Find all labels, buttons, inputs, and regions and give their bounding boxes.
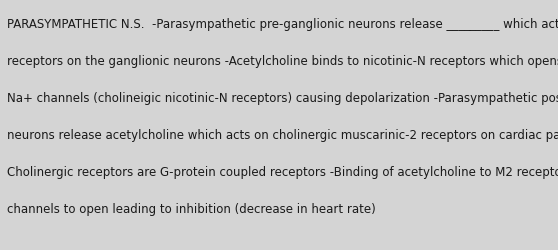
Text: PARASYMPATHETIC N.S.  -Parasympathetic pre-ganglionic neurons release _________ : PARASYMPATHETIC N.S. -Parasympathetic pr… bbox=[7, 18, 558, 30]
Text: receptors on the ganglionic neurons -Acetylcholine binds to nicotinic-N receptor: receptors on the ganglionic neurons -Ace… bbox=[7, 54, 558, 68]
Text: Na+ channels (cholineigic nicotinic-N receptors) causing depolarization -Parasym: Na+ channels (cholineigic nicotinic-N re… bbox=[7, 92, 558, 104]
Text: Cholinergic receptors are G-protein coupled receptors -Binding of acetylcholine : Cholinergic receptors are G-protein coup… bbox=[7, 166, 558, 178]
Text: neurons release acetylcholine which acts on cholinergic muscarinic-2 receptors o: neurons release acetylcholine which acts… bbox=[7, 128, 558, 141]
Text: channels to open leading to inhibition (decrease in heart rate): channels to open leading to inhibition (… bbox=[7, 202, 376, 215]
